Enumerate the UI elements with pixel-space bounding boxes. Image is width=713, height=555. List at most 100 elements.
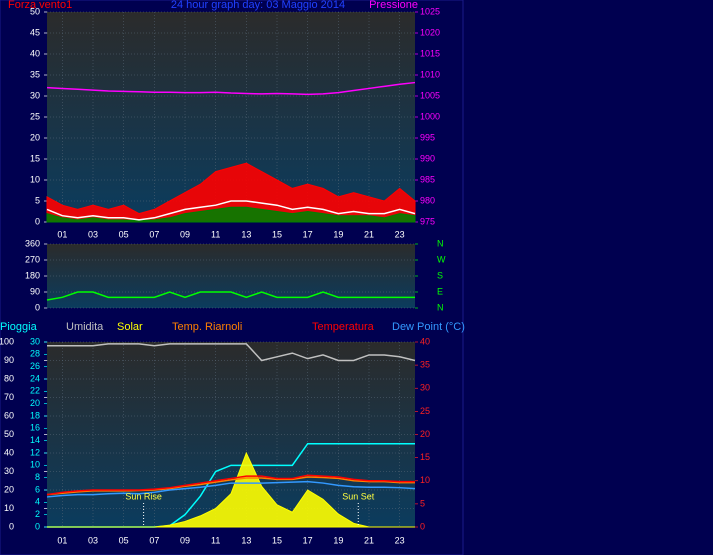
y-tick-label: 90 (4, 355, 14, 365)
y2-tick-label: S (437, 270, 443, 280)
y3-tick-label: 10 (30, 460, 40, 470)
series-line (46, 200, 416, 221)
x-tick-label: 09 (180, 229, 190, 239)
y2-tick-label: 5 (420, 498, 425, 508)
y2-tick-label: 35 (420, 360, 430, 370)
legend-label: Pressione (369, 0, 418, 11)
x-tick-label: 03 (88, 535, 98, 545)
y2-tick-label: 975 (420, 216, 435, 226)
x-tick-label: 09 (180, 535, 190, 545)
x-tick-label: 19 (333, 535, 343, 545)
y3-tick-label: 30 (30, 336, 40, 346)
y2-tick-label: E (437, 286, 443, 296)
y2-tick-label: 1025 (420, 6, 440, 16)
y-tick-label: 50 (30, 6, 40, 16)
y-tick-label: 30 (30, 90, 40, 100)
y3-tick-label: 18 (30, 410, 40, 420)
x-tick-label: 03 (88, 229, 98, 239)
legend-label: Solar (117, 321, 143, 333)
y3-tick-label: 12 (30, 447, 40, 457)
y-tick-label: 10 (30, 174, 40, 184)
y2-tick-label: 1005 (420, 90, 440, 100)
chart-title: 24 hour graph day: 03 Maggio 2014 (171, 0, 345, 11)
y2-tick-label: 1015 (420, 48, 440, 58)
y-tick-label: 0 (35, 302, 40, 312)
y-tick-label: 100 (0, 336, 14, 346)
y2-tick-label: 25 (420, 406, 430, 416)
x-tick-label: 17 (303, 229, 313, 239)
y-tick-label: 10 (4, 503, 14, 513)
y2-tick-label: W (437, 254, 446, 264)
y-tick-label: 5 (35, 195, 40, 205)
y3-tick-label: 26 (30, 361, 40, 371)
y-tick-label: 70 (4, 392, 14, 402)
x-tick-label: 21 (364, 535, 374, 545)
y-tick-label: 50 (4, 429, 14, 439)
y-tick-label: 30 (4, 466, 14, 476)
y-tick-label: 40 (30, 48, 40, 58)
y2-tick-label: 1020 (420, 27, 440, 37)
series-line (46, 476, 415, 496)
y3-tick-label: 28 (30, 349, 40, 359)
y3-tick-label: 16 (30, 423, 40, 433)
series-area (46, 206, 416, 223)
legend-label: Temperatura (312, 321, 375, 333)
y3-tick-label: 20 (30, 398, 40, 408)
y3-tick-label: 22 (30, 386, 40, 396)
x-tick-label: 15 (272, 229, 282, 239)
y3-tick-label: 2 (35, 509, 40, 519)
x-tick-label: 15 (272, 535, 282, 545)
x-tick-label: 17 (303, 535, 313, 545)
legend-label: Forza vento1 (8, 0, 72, 11)
y2-tick-label: 20 (420, 429, 430, 439)
x-tick-label: 23 (395, 229, 405, 239)
series-line (46, 81, 416, 96)
legend-label: Pioggia (0, 321, 38, 333)
x-tick-label: 11 (211, 229, 220, 239)
series-line (46, 474, 415, 496)
y-tick-label: 0 (35, 216, 40, 226)
series-line (47, 343, 416, 362)
x-tick-label: 07 (149, 229, 159, 239)
x-tick-label: 01 (57, 535, 67, 545)
y2-tick-label: 980 (420, 195, 435, 205)
y-tick-label: 20 (4, 484, 14, 494)
y-tick-label: 270 (25, 254, 40, 264)
y-tick-label: 15 (30, 153, 40, 163)
x-tick-label: 07 (149, 535, 159, 545)
x-tick-label: 21 (364, 229, 374, 239)
y-tick-label: 40 (4, 447, 14, 457)
y2-tick-label: 985 (420, 174, 435, 184)
y2-tick-label: 15 (420, 452, 430, 462)
x-tick-label: 23 (395, 535, 405, 545)
y2-tick-label: 995 (420, 132, 435, 142)
legend-label: Temp. Riarnoli (172, 321, 242, 333)
legend-label: Umidita (66, 321, 104, 333)
series-line (46, 291, 415, 301)
y-tick-label: 80 (4, 373, 14, 383)
y3-tick-label: 0 (35, 521, 40, 531)
y-tick-label: 35 (30, 69, 40, 79)
y-tick-label: 60 (4, 410, 14, 420)
series-line (46, 480, 416, 498)
x-tick-label: 05 (119, 535, 129, 545)
x-tick-label: 13 (241, 229, 251, 239)
y3-tick-label: 8 (35, 472, 40, 482)
annotation-label: Sun Rise (125, 491, 162, 501)
y-tick-label: 180 (25, 270, 40, 280)
y-tick-label: 45 (30, 27, 40, 37)
y2-tick-label: N (437, 238, 444, 248)
legend-label: Dew Point (°C) (392, 321, 465, 333)
series-area (47, 451, 415, 528)
x-tick-label: 11 (211, 535, 220, 545)
y2-tick-label: 30 (420, 383, 430, 393)
y2-tick-label: 990 (420, 153, 435, 163)
y3-tick-label: 4 (35, 497, 40, 507)
x-tick-label: 13 (241, 535, 251, 545)
y-tick-label: 0 (9, 521, 14, 531)
y2-tick-label: 1010 (420, 69, 440, 79)
y-tick-label: 25 (30, 111, 40, 121)
y2-tick-label: 10 (420, 475, 430, 485)
